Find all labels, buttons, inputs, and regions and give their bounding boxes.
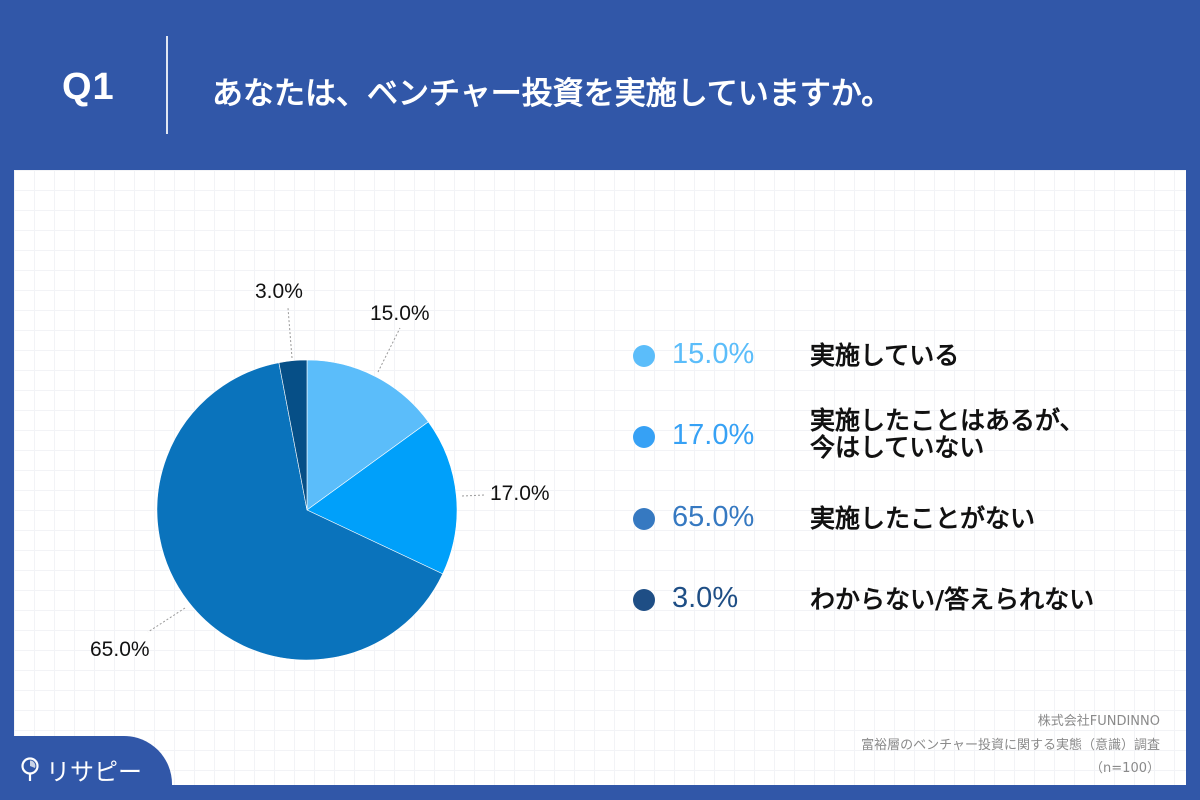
legend-value: 65.0%: [672, 501, 755, 533]
pie-label-unknown: 3.0%: [255, 280, 303, 303]
pie-slice: [306, 359, 429, 511]
legend-value: 3.0%: [672, 582, 739, 614]
legend-dot-icon: [633, 508, 655, 530]
source-company: 株式会社FUNDINNO: [1037, 714, 1160, 729]
legend-dot-icon: [633, 589, 655, 611]
legend-value: 15.0%: [672, 338, 755, 370]
legend-label: 実施したことはあるが、 今はしていない: [810, 406, 1085, 462]
question-title: あなたは、ベンチャー投資を実施していますか。: [212, 76, 893, 112]
pie-slice: [156, 362, 444, 661]
pie-label-never: 65.0%: [90, 638, 150, 661]
legend-value: 17.0%: [672, 419, 755, 451]
leader-lines: [147, 307, 486, 633]
pie-slice: [306, 421, 458, 575]
header: Q1 あなたは、ベンチャー投資を実施していますか。: [0, 0, 1200, 170]
legend-label: わからない/答えられない: [810, 585, 1095, 614]
header-divider: [166, 36, 168, 134]
legend-label: 実施している: [810, 341, 960, 370]
pin-icon: [21, 756, 39, 781]
logo: リサピー: [20, 752, 142, 787]
legend-dot-icon: [633, 426, 655, 448]
logo-tab: [0, 736, 172, 800]
logo-text: リサピー: [46, 758, 142, 786]
source-sample: （n=100）: [1090, 761, 1160, 776]
pie-label-implementing: 15.0%: [370, 302, 430, 325]
pie-slice: [278, 359, 308, 511]
legend-label: 実施したことがない: [810, 504, 1036, 533]
legend-dot-icon: [633, 345, 655, 367]
pie-label-past: 17.0%: [490, 482, 550, 505]
source-survey: 富裕層のベンチャー投資に関する実態（意識）調査: [861, 738, 1160, 753]
question-number: Q1: [62, 66, 115, 108]
